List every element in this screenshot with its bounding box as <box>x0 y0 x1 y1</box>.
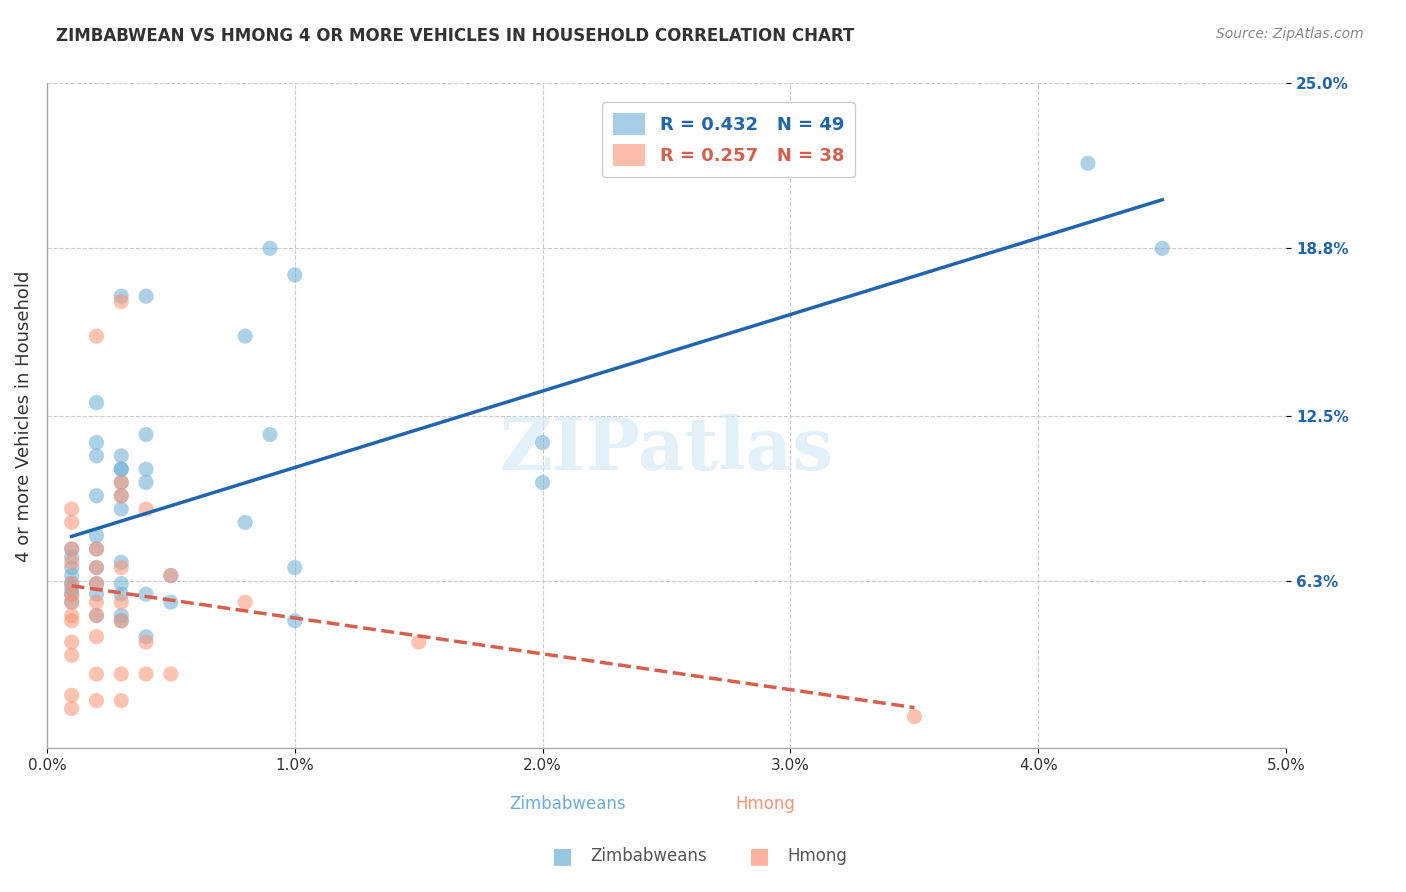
Hmong <box>86 576 108 591</box>
Hmong <box>110 693 132 707</box>
Hmong <box>86 329 108 343</box>
Hmong <box>135 635 157 649</box>
Zimbabweans <box>110 489 132 503</box>
Zimbabweans <box>86 489 108 503</box>
Hmong <box>135 667 157 681</box>
Hmong <box>60 614 83 628</box>
Hmong <box>60 587 83 601</box>
Zimbabweans <box>86 576 108 591</box>
Hmong <box>60 688 83 702</box>
Hmong <box>60 701 83 715</box>
Zimbabweans <box>110 587 132 601</box>
Zimbabweans <box>259 241 281 255</box>
Zimbabweans <box>60 576 83 591</box>
Hmong <box>110 614 132 628</box>
Text: Source: ZipAtlas.com: Source: ZipAtlas.com <box>1216 27 1364 41</box>
Hmong <box>60 541 83 556</box>
Hmong <box>60 608 83 623</box>
Zimbabweans <box>233 329 256 343</box>
Zimbabweans <box>110 555 132 569</box>
Text: Hmong: Hmong <box>787 847 848 865</box>
Zimbabweans <box>110 449 132 463</box>
Zimbabweans <box>284 614 307 628</box>
Zimbabweans <box>110 475 132 490</box>
Hmong <box>60 648 83 663</box>
Zimbabweans <box>1152 241 1174 255</box>
Zimbabweans <box>135 587 157 601</box>
Hmong <box>903 709 925 723</box>
Hmong <box>60 555 83 569</box>
Zimbabweans <box>60 582 83 596</box>
Hmong <box>233 595 256 609</box>
Hmong <box>159 667 181 681</box>
Zimbabweans <box>110 289 132 303</box>
Hmong <box>110 294 132 309</box>
Text: ■: ■ <box>553 847 572 866</box>
Hmong <box>86 608 108 623</box>
Zimbabweans <box>86 560 108 574</box>
Hmong <box>110 489 132 503</box>
Hmong <box>110 475 132 490</box>
Zimbabweans <box>110 614 132 628</box>
Zimbabweans <box>284 268 307 282</box>
Zimbabweans <box>60 541 83 556</box>
Zimbabweans <box>1077 156 1099 170</box>
Hmong <box>60 516 83 530</box>
Hmong <box>86 560 108 574</box>
Zimbabweans <box>135 630 157 644</box>
Text: Hmong: Hmong <box>735 795 796 813</box>
Zimbabweans <box>60 560 83 574</box>
Text: Zimbabweans: Zimbabweans <box>591 847 707 865</box>
Zimbabweans <box>60 568 83 582</box>
Zimbabweans <box>110 462 132 476</box>
Zimbabweans <box>60 587 83 601</box>
Zimbabweans <box>110 576 132 591</box>
Zimbabweans <box>86 541 108 556</box>
Text: ■: ■ <box>749 847 769 866</box>
Hmong <box>408 635 430 649</box>
Hmong <box>86 541 108 556</box>
Zimbabweans <box>531 475 554 490</box>
Zimbabweans <box>531 435 554 450</box>
Zimbabweans <box>284 560 307 574</box>
Zimbabweans <box>86 608 108 623</box>
Hmong <box>110 560 132 574</box>
Hmong <box>86 630 108 644</box>
Zimbabweans <box>86 449 108 463</box>
Hmong <box>110 595 132 609</box>
Hmong <box>60 595 83 609</box>
Hmong <box>60 502 83 516</box>
Hmong <box>60 576 83 591</box>
Zimbabweans <box>110 462 132 476</box>
Legend: R = 0.432   N = 49, R = 0.257   N = 38: R = 0.432 N = 49, R = 0.257 N = 38 <box>602 103 855 178</box>
Zimbabweans <box>86 529 108 543</box>
Zimbabweans <box>135 462 157 476</box>
Zimbabweans <box>159 568 181 582</box>
Hmong <box>60 635 83 649</box>
Text: Zimbabweans: Zimbabweans <box>509 795 626 813</box>
Text: ZIMBABWEAN VS HMONG 4 OR MORE VEHICLES IN HOUSEHOLD CORRELATION CHART: ZIMBABWEAN VS HMONG 4 OR MORE VEHICLES I… <box>56 27 855 45</box>
Zimbabweans <box>60 549 83 564</box>
Hmong <box>110 667 132 681</box>
Zimbabweans <box>110 502 132 516</box>
Zimbabweans <box>259 427 281 442</box>
Zimbabweans <box>86 587 108 601</box>
Zimbabweans <box>159 595 181 609</box>
Zimbabweans <box>233 516 256 530</box>
Zimbabweans <box>60 595 83 609</box>
Hmong <box>135 502 157 516</box>
Zimbabweans <box>135 289 157 303</box>
Hmong <box>159 568 181 582</box>
Hmong <box>86 595 108 609</box>
Hmong <box>86 667 108 681</box>
Hmong <box>86 693 108 707</box>
Y-axis label: 4 or more Vehicles in Household: 4 or more Vehicles in Household <box>15 270 32 562</box>
Zimbabweans <box>86 395 108 409</box>
Text: ZIPatlas: ZIPatlas <box>499 414 834 484</box>
Zimbabweans <box>135 427 157 442</box>
Zimbabweans <box>110 608 132 623</box>
Zimbabweans <box>86 435 108 450</box>
Zimbabweans <box>135 475 157 490</box>
